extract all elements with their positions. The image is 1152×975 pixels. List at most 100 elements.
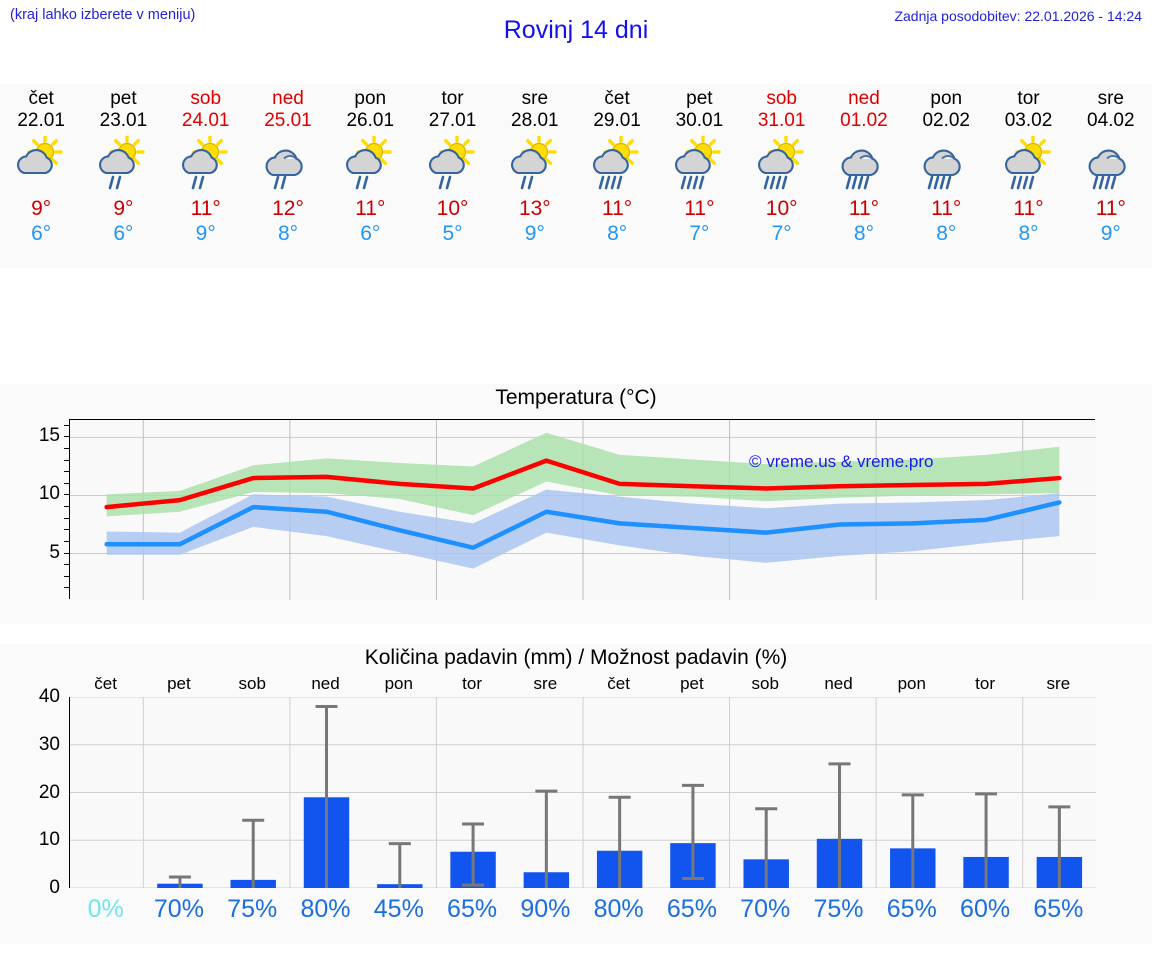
precipitation-day-label-12: tor [975, 674, 995, 693]
precipitation-day-label-8: pet [680, 674, 704, 693]
day-min-temp: 7° [771, 222, 792, 245]
precipitation-probability-9: 70% [740, 895, 791, 923]
day-min-temp: 8° [853, 222, 874, 245]
day-min-temp: 9° [1100, 222, 1121, 245]
weather-icon-sun-cloud-rain-heavy [675, 136, 722, 190]
temperature-line-0 [104, 458, 1062, 510]
day-column-11[interactable]: pon 02.02 11° 8° [905, 84, 987, 268]
day-column-6[interactable]: sre 28.01 13° 9° [494, 84, 576, 268]
precipitation-day-label-1: pet [167, 674, 191, 693]
day-of-week-label: tor [1017, 88, 1040, 109]
day-of-week-label: ned [272, 88, 304, 109]
day-date-label: 02.02 [922, 110, 970, 131]
day-weather-icon [494, 134, 576, 196]
day-date-label: 26.01 [346, 110, 395, 131]
precipitation-y-tick-label: 10 [38, 829, 60, 851]
precipitation-probability-6: 90% [520, 895, 571, 923]
day-of-week-label: čet [604, 88, 630, 109]
precipitation-y-tick-label: 30 [38, 733, 60, 755]
day-column-5[interactable]: tor 27.01 10° 5° [411, 84, 493, 268]
day-column-4[interactable]: pon 26.01 11° 6° [329, 84, 411, 268]
day-column-3[interactable]: ned 25.01 12° 8° [247, 84, 329, 268]
day-max-temp: 13° [518, 197, 551, 220]
day-of-week-label: pon [354, 88, 387, 109]
day-column-9[interactable]: sob 31.01 10° 7° [741, 84, 823, 268]
last-updated-text: Zadnja posodobitev: 22.01.2026 - 14:24 [894, 8, 1142, 24]
menu-hint-text: (kraj lahko izberete v meniju) [10, 7, 196, 23]
day-of-week-label: sre [1097, 88, 1124, 109]
precipitation-probability-1: 70% [153, 895, 204, 923]
day-weather-icon [823, 134, 905, 196]
page-header: (kraj lahko izberete v meniju) Rovinj 14… [0, 0, 1152, 44]
day-weather-icon [905, 134, 987, 196]
day-of-week-label: sob [766, 88, 797, 109]
day-column-12[interactable]: tor 03.02 11° 8° [987, 84, 1069, 268]
weather-icon-sun-cloud-rain [99, 136, 146, 190]
day-column-2[interactable]: sob 24.01 11° 9° [165, 84, 247, 268]
day-date-label: 30.01 [675, 110, 724, 131]
temperature-axis-tick [64, 448, 70, 450]
day-max-temp: 9° [31, 197, 52, 220]
temperature-axis-tick [64, 587, 70, 589]
day-min-temp: 6° [113, 222, 134, 245]
day-date-label: 28.01 [511, 110, 559, 131]
precipitation-chart-svg [70, 697, 1096, 888]
day-column-0[interactable]: čet 22.01 9° 6° [0, 84, 82, 268]
day-column-1[interactable]: pet 23.01 9° 6° [82, 84, 164, 268]
precipitation-day-label-9: sob [751, 674, 779, 693]
day-max-temp: 11° [931, 197, 962, 220]
temperature-axis-tick [64, 436, 70, 438]
temperature-band-1 [106, 489, 1060, 569]
precipitation-probability-4: 45% [373, 895, 424, 923]
day-min-temp: 8° [1018, 222, 1039, 245]
day-min-temp: 8° [936, 222, 957, 245]
day-of-week-label: ned [848, 88, 880, 109]
day-max-temp: 12° [272, 197, 304, 220]
day-of-week-label: tor [441, 88, 464, 109]
precipitation-probability-8: 65% [666, 895, 717, 923]
precipitation-day-label-13: sre [1046, 674, 1071, 693]
precipitation-day-label-7: čet [607, 674, 630, 693]
day-max-temp: 10° [436, 197, 469, 220]
temperature-y-tick-label: 5 [49, 541, 60, 563]
day-column-13[interactable]: sre 04.02 11° 9° [1070, 84, 1152, 268]
temperature-axis-tick [64, 506, 70, 508]
temperature-axis-tick [64, 575, 70, 577]
precipitation-day-label-3: ned [311, 674, 340, 693]
day-date-label: 24.01 [181, 110, 230, 131]
weather-icon-sun-cloud-rain [510, 136, 557, 190]
day-of-week-label: pet [686, 88, 713, 109]
day-date-label: 03.02 [1004, 110, 1053, 131]
precipitation-probability-13: 65% [1033, 895, 1084, 923]
precipitation-probability-3: 80% [300, 895, 351, 923]
weather-icon-cloud-rain-heavy [1088, 149, 1126, 190]
day-column-10[interactable]: ned 01.02 11° 8° [823, 84, 905, 268]
temperature-plot-area [69, 419, 1096, 600]
day-weather-icon [82, 134, 164, 196]
day-column-7[interactable]: čet 29.01 11° 8° [576, 84, 658, 268]
precipitation-day-label-0: čet [94, 674, 117, 693]
day-of-week-label: čet [28, 88, 54, 109]
weather-icon-sun-cloud [17, 136, 63, 175]
day-weather-icon [411, 134, 493, 196]
day-of-week-label: pon [930, 88, 963, 109]
day-date-label: 31.01 [757, 110, 806, 131]
temperature-axis-tick [64, 529, 70, 531]
day-date-label: 04.02 [1087, 110, 1135, 131]
day-max-temp: 11° [684, 197, 715, 220]
day-column-8[interactable]: pet 30.01 11° 7° [658, 84, 740, 268]
temperature-line-1 [104, 500, 1062, 550]
temperature-axis-tick [64, 564, 70, 566]
day-date-label: 01.02 [840, 110, 888, 131]
precipitation-day-label-6: sre [533, 674, 558, 693]
weather-icon-sun-cloud-rain-heavy [1004, 136, 1051, 190]
day-min-temp: 8° [277, 222, 299, 245]
day-max-temp: 11° [355, 197, 386, 220]
weather-icon-cloud-rain-heavy [923, 149, 961, 190]
temperature-axis-tick [64, 517, 70, 519]
day-weather-icon [741, 134, 823, 196]
day-weather-icon [1070, 134, 1152, 196]
day-min-temp: 5° [442, 222, 463, 245]
day-min-temp: 9° [195, 222, 216, 245]
temperature-axis-tick [64, 459, 70, 461]
